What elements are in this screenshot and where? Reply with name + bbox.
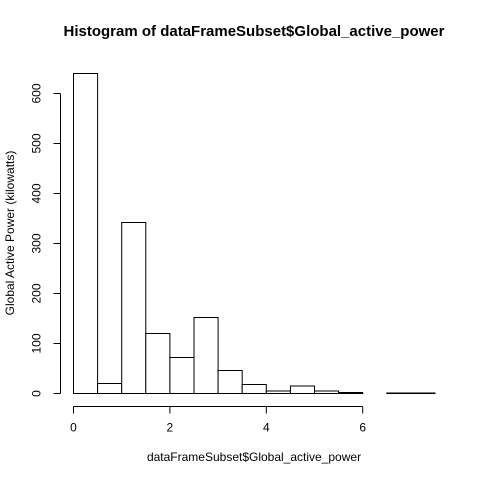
histogram-bar-10 (314, 390, 340, 394)
y-tick-label-0: 0 (30, 390, 44, 397)
histogram-bar-3 (145, 333, 171, 394)
y-tick-label-3: 300 (30, 233, 44, 253)
x-tick-label-3: 6 (359, 421, 366, 435)
histogram-bar-4 (169, 357, 195, 394)
histogram-bar-11 (338, 392, 364, 394)
y-tick-label-2: 200 (30, 283, 44, 303)
y-tick-label-6: 600 (30, 83, 44, 103)
histogram-bar-14 (410, 392, 436, 394)
y-tick-label-5: 500 (30, 133, 44, 153)
x-axis: 0 2 4 6 (70, 406, 366, 435)
x-axis-label: dataFrameSubset$Global_active_power (147, 450, 361, 464)
y-tick-label-1: 100 (30, 333, 44, 353)
histogram-bar-13 (386, 392, 412, 394)
histogram-bar-5 (193, 317, 219, 394)
histogram-bar-2 (121, 222, 147, 394)
y-axis: 0 100 200 300 400 500 600 (30, 83, 61, 397)
x-tick-label-1: 2 (167, 421, 174, 435)
chart-title: Histogram of dataFrameSubset$Global_acti… (64, 23, 445, 40)
histogram-bar-6 (217, 370, 243, 394)
histogram-bar-7 (241, 384, 267, 394)
histogram-bars (73, 73, 436, 394)
x-tick-label-0: 0 (70, 421, 77, 435)
histogram-bar-1 (97, 383, 123, 394)
histogram-bar-0 (73, 73, 99, 394)
y-axis-label: Global Active Power (kilowatts) (3, 151, 17, 316)
histogram-bar-9 (289, 385, 315, 394)
x-tick-label-2: 4 (263, 421, 270, 435)
y-tick-label-4: 400 (30, 183, 44, 203)
histogram-bar-8 (265, 390, 291, 394)
